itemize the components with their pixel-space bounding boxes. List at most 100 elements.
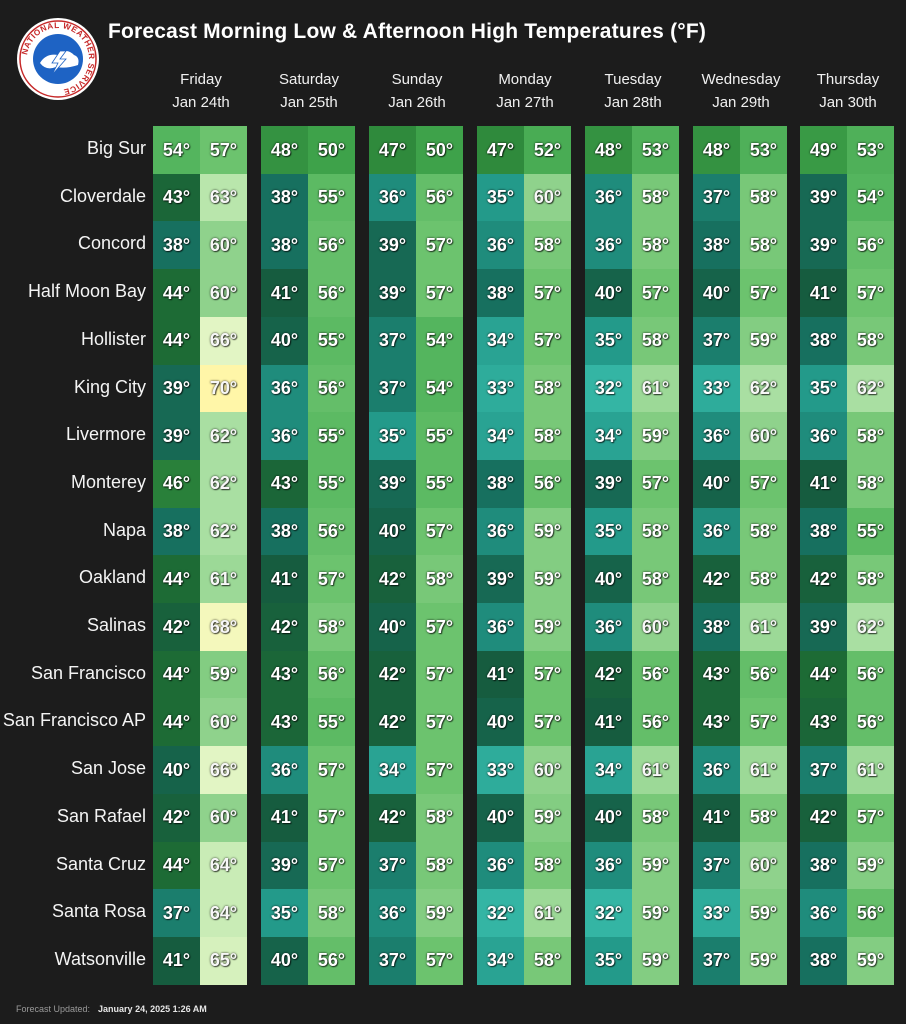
high-temp-cell: 59° [524,793,571,842]
high-temp-cell: 55° [416,412,463,461]
low-temp-cell: 36° [585,221,632,270]
high-temp-cell: 60° [200,793,247,842]
low-temp-cell: 43° [261,698,308,747]
high-temp-cell: 57° [524,650,571,699]
city-label: Concord [77,233,146,254]
high-temp-cell: 55° [308,459,355,509]
day-name: Sunday [391,71,443,88]
high-temp-cell: 52° [524,126,571,175]
low-temp-cell: 40° [369,507,416,556]
high-temp-cell: 59° [632,889,679,938]
high-temp-cell: 57° [524,316,571,365]
high-temp-cell: 61° [200,555,247,604]
low-temp-cell: 42° [369,698,416,747]
high-temp-cell: 64° [200,889,247,938]
city-label: San Francisco [30,662,146,683]
high-temp-cell: 58° [847,555,894,604]
low-temp-cell: 35° [369,412,416,461]
high-temp-cell: 58° [632,221,679,270]
high-temp-cell: 61° [632,364,679,413]
low-temp-cell: 34° [477,316,524,365]
high-temp-cell: 55° [847,507,894,556]
day-name: Friday [180,71,222,88]
low-temp-cell: 44° [800,650,847,699]
low-temp-cell: 41° [261,793,308,842]
high-temp-cell: 58° [740,555,787,604]
low-temp-cell: 38° [800,841,847,890]
high-temp-cell: 57° [632,269,679,318]
low-temp-cell: 40° [261,316,308,365]
high-temp-cell: 56° [847,889,894,938]
city-label: Half Moon Bay [27,281,146,302]
high-temp-cell: 56° [308,936,355,986]
high-temp-cell: 57° [416,507,463,556]
high-temp-cell: 57° [416,650,463,699]
low-temp-cell: 37° [693,936,740,986]
low-temp-cell: 36° [369,173,416,222]
day-header: Wednesday Jan 29th [693,68,789,114]
low-temp-cell: 40° [477,793,524,842]
forecast-updated-value: January 24, 2025 1:26 AM [98,1004,207,1014]
high-temp-cell: 59° [632,936,679,986]
low-temp-cell: 38° [693,221,740,270]
city-label: King City [73,376,146,397]
high-temp-cell: 65° [200,936,247,986]
high-temp-cell: 58° [632,173,679,222]
low-temp-cell: 35° [477,173,524,222]
low-temp-cell: 38° [693,603,740,652]
high-temp-cell: 57° [632,459,679,509]
low-temp-cell: 48° [261,126,308,175]
high-temp-cell: 59° [740,889,787,938]
high-temp-cell: 59° [416,889,463,938]
city-label: Big Sur [86,138,146,158]
low-temp-cell: 41° [261,269,308,318]
low-temp-cell: 44° [153,269,200,318]
low-temp-cell: 36° [800,889,847,938]
high-temp-cell: 58° [524,221,571,270]
high-temp-cell: 62° [740,364,787,413]
low-temp-cell: 36° [477,221,524,270]
high-temp-cell: 57° [740,698,787,747]
low-temp-cell: 41° [261,555,308,604]
low-temp-cell: 43° [800,698,847,747]
low-temp-cell: 37° [369,364,416,413]
low-temp-cell: 42° [369,555,416,604]
high-temp-cell: 57° [740,459,787,509]
high-temp-cell: 54° [416,364,463,413]
city-label: Santa Rosa [51,901,146,922]
high-temp-cell: 57° [416,269,463,318]
low-temp-cell: 41° [800,269,847,318]
low-temp-cell: 40° [693,459,740,509]
high-temp-cell: 57° [416,603,463,652]
high-temp-cell: 58° [308,889,355,938]
city-label: San Francisco AP [2,710,146,731]
high-temp-cell: 59° [847,936,894,986]
city-label: Watsonville [54,948,146,969]
city-label: San Jose [70,758,146,779]
high-temp-cell: 57° [524,698,571,747]
high-temp-cell: 56° [308,650,355,699]
day-date: Jan 29th [712,94,770,111]
low-temp-cell: 36° [800,412,847,461]
low-temp-cell: 34° [477,936,524,986]
low-temp-cell: 34° [369,746,416,795]
low-temp-cell: 44° [153,698,200,747]
high-temp-cell: 58° [416,555,463,604]
low-temp-cell: 46° [153,459,200,509]
high-temp-cell: 62° [200,459,247,509]
high-temp-cell: 62° [200,507,247,556]
low-temp-cell: 32° [585,889,632,938]
low-temp-cell: 39° [369,269,416,318]
high-temp-cell: 58° [740,221,787,270]
low-temp-cell: 42° [800,793,847,842]
low-temp-cell: 47° [369,126,416,175]
high-temp-cell: 57° [416,221,463,270]
low-temp-cell: 40° [369,603,416,652]
low-temp-cell: 37° [369,936,416,986]
high-temp-cell: 58° [524,364,571,413]
low-temp-cell: 36° [693,507,740,556]
city-label: Napa [102,519,146,540]
high-temp-cell: 57° [308,555,355,604]
high-temp-cell: 56° [416,173,463,222]
low-temp-cell: 35° [585,507,632,556]
